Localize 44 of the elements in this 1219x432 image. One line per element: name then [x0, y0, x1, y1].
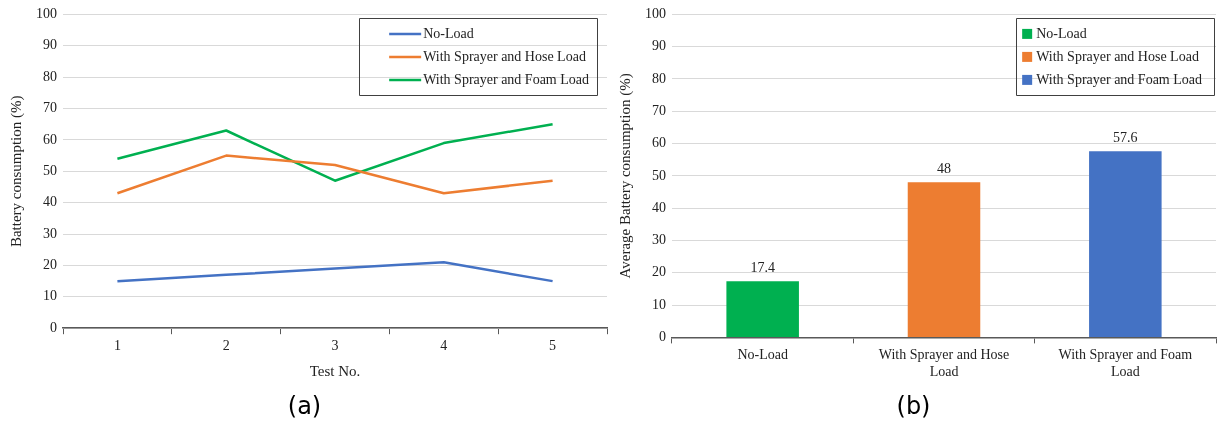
y-tick-label: 90	[652, 38, 666, 54]
y-tick-label: 40	[43, 194, 57, 210]
y-tick-label: 20	[43, 257, 57, 273]
x-axis-title: Test No.	[309, 362, 361, 379]
y-tick-label: 90	[43, 37, 57, 53]
x-tick-label: 4	[440, 338, 448, 354]
y-tick-label: 80	[652, 70, 666, 86]
text: (b)	[895, 392, 932, 420]
y-axis-title: Average Battery consumption (%)	[616, 73, 634, 279]
x-tick-label: 3	[331, 338, 339, 354]
x-tick-label: With Sprayer and Foam Load	[1058, 347, 1193, 380]
x-tick-label: 2	[222, 338, 230, 354]
x-tick-label: 1	[113, 338, 121, 354]
y-tick-label: 30	[652, 232, 666, 248]
y-tick-label: 50	[43, 162, 57, 178]
y-tick-label: 60	[43, 131, 57, 147]
data-label: 17.4	[750, 259, 775, 275]
legend-label: No-Load	[1036, 25, 1087, 41]
y-tick-label: 10	[652, 296, 666, 312]
data-label: 57.6	[1113, 130, 1138, 146]
x-tick-label: With Sprayer and Hose Load	[878, 347, 1010, 380]
data-label: 48	[937, 161, 951, 177]
y-tick-label: 70	[652, 102, 666, 118]
y-tick-label: 70	[43, 100, 57, 116]
y-tick-label: 80	[43, 68, 57, 84]
legend-label: With Sprayer and Foam Load	[423, 71, 589, 87]
y-tick-label: 100	[645, 6, 666, 22]
y-tick-label: 100	[36, 6, 57, 22]
y-tick-label: 0	[50, 319, 57, 335]
legend-label: With Sprayer and Foam Load	[1036, 71, 1202, 87]
y-tick-label: 30	[43, 225, 57, 241]
y-tick-label: 0	[659, 329, 666, 345]
x-tick-label: 5	[549, 338, 557, 354]
y-tick-label: 20	[652, 264, 666, 280]
x-tick-label: No-Load	[737, 347, 788, 363]
y-tick-label: 60	[652, 135, 666, 151]
text: (a)	[286, 392, 323, 420]
y-tick-label: 50	[652, 167, 666, 183]
legend-label: With Sprayer and Hose Load	[1036, 48, 1199, 64]
y-axis-title: Battery consumption (%)	[7, 95, 25, 248]
y-tick-label: 40	[652, 199, 666, 215]
legend-label: With Sprayer and Hose Load	[423, 48, 586, 64]
legend-label: No-Load	[423, 25, 474, 41]
y-tick-label: 10	[43, 288, 57, 304]
